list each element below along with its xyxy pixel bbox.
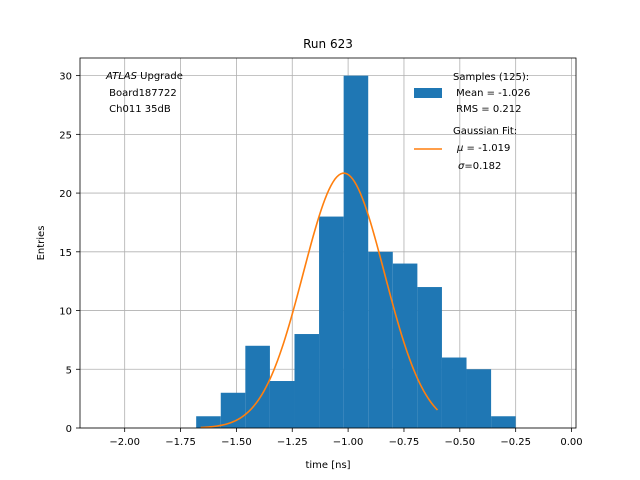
x-tick-label: −0.50 (444, 437, 475, 448)
y-tick-label: 15 (59, 248, 72, 259)
legend-histogram-swatch (414, 88, 442, 98)
histogram-bar (441, 357, 467, 428)
legend-sigma-symbol: σ (458, 161, 465, 172)
fit-layer (200, 172, 439, 429)
y-tick-label: 10 (59, 307, 72, 318)
histogram-bar (294, 334, 320, 428)
atlas-annotation: ATLAS Upgrade Board187722 Ch011 35dB (105, 71, 183, 115)
y-tick-label: 20 (59, 189, 72, 200)
legend-mu-value: = -1.019 (463, 143, 510, 154)
annotation-line-2: Board187722 (106, 88, 177, 99)
histogram-bar (368, 251, 393, 428)
annotation-atlas: ATLAS (105, 71, 138, 82)
histogram-bar (491, 416, 516, 428)
y-tick-label: 25 (59, 130, 72, 141)
legend: Samples (125): Mean = -1.026 RMS = 0.212… (414, 72, 530, 172)
histogram-bar (220, 392, 246, 428)
x-axis-label: time [ns] (305, 460, 350, 471)
y-tick-label: 0 (66, 424, 72, 435)
legend-fit-mu: μ = -1.019 (456, 143, 510, 154)
histogram-bar (417, 287, 442, 428)
ticks-layer: −2.00 −1.75 −1.50 −1.25 −1.00 −0.75 −0.50 −0.25… (59, 72, 582, 448)
y-axis-label: Entries (36, 226, 47, 261)
x-tick-label: −0.25 (500, 437, 531, 448)
legend-samples-rms: RMS = 0.212 (453, 104, 521, 115)
annotation-line-1: ATLAS Upgrade (105, 71, 183, 82)
x-tick-label: −1.00 (333, 437, 364, 448)
legend-samples-mean: Mean = -1.026 (453, 88, 530, 99)
legend-fit-sigma: σ=0.182 (458, 161, 501, 172)
legend-sigma-value: =0.182 (464, 161, 501, 172)
x-tick-label: −1.75 (165, 437, 196, 448)
histogram-bar (269, 381, 295, 428)
y-tick-label: 30 (59, 72, 72, 83)
annotation-upgrade: Upgrade (137, 71, 183, 82)
x-tick-label: −1.50 (221, 437, 252, 448)
legend-samples-title: Samples (125): (453, 72, 529, 83)
histogram-bar (466, 369, 492, 428)
x-tick-label: −0.75 (389, 437, 420, 448)
histogram-bar (319, 216, 344, 428)
legend-fit-title: Gaussian Fit: (453, 126, 517, 137)
histogram-bar (343, 75, 369, 428)
annotation-line-3: Ch011 35dB (106, 104, 171, 115)
x-tick-label: 0.00 (560, 437, 582, 448)
bars-layer (196, 75, 516, 428)
plot-frame (79, 57, 577, 429)
chart-title: Run 623 (303, 37, 353, 51)
x-tick-label: −1.25 (277, 437, 308, 448)
histogram-bar (196, 416, 221, 428)
y-tick-label: 5 (66, 365, 72, 376)
gaussian-fit-curve (200, 172, 439, 429)
x-tick-label: −2.00 (109, 437, 140, 448)
legend-mu-symbol: μ (456, 143, 463, 154)
